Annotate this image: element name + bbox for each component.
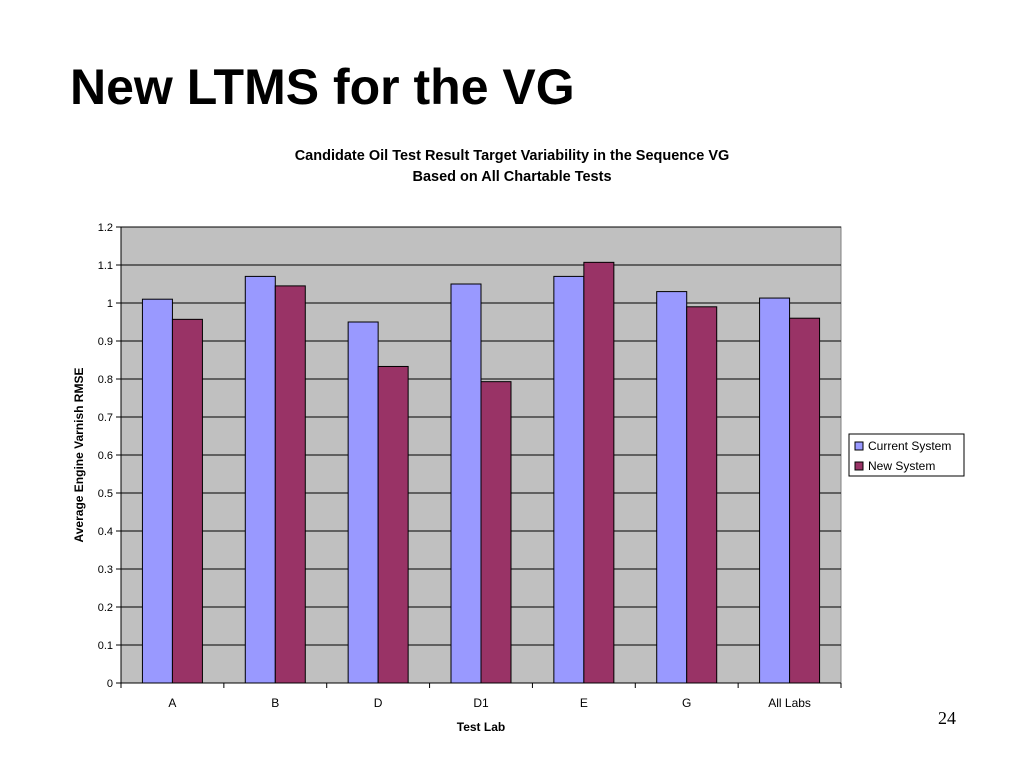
y-tick-label: 0.2	[98, 602, 113, 614]
y-tick-label: 0.1	[98, 640, 113, 652]
chart-title-line-2: Based on All Chartable Tests	[412, 169, 612, 185]
bar	[583, 261, 615, 684]
x-tick-label: A	[168, 696, 176, 710]
x-tick-label: G	[682, 696, 691, 710]
bar	[480, 381, 512, 684]
page-number: 24	[938, 708, 956, 728]
y-tick-label: 0	[107, 678, 113, 690]
chart-title-line-1: Candidate Oil Test Result Target Variabi…	[294, 148, 730, 164]
y-tick-label: 1.1	[98, 260, 113, 272]
bar	[759, 297, 791, 684]
y-tick-label: 0.9	[98, 336, 113, 348]
y-tick-label: 0.5	[98, 488, 113, 500]
legend-swatch	[854, 461, 864, 471]
x-tick-label: D	[374, 696, 383, 710]
legend-label: Current System	[868, 439, 951, 453]
x-tick-label: E	[580, 696, 588, 710]
y-axis-title: Average Engine Varnish RMSE	[72, 368, 86, 543]
bar	[171, 318, 203, 684]
bar	[450, 283, 482, 684]
legend-label: New System	[868, 459, 935, 473]
y-tick-label: 0.6	[98, 450, 113, 462]
bar	[686, 306, 718, 684]
y-tick-label: 0.3	[98, 564, 113, 576]
x-tick-label: D1	[473, 696, 489, 710]
y-tick-label: 0.4	[98, 526, 113, 538]
x-axis-title: Test Lab	[457, 720, 505, 734]
y-tick-label: 0.8	[98, 374, 113, 386]
chart-title: Candidate Oil Test Result Target Variabi…	[200, 146, 824, 188]
bar	[347, 321, 379, 684]
legend-swatch	[854, 441, 864, 451]
bar	[274, 285, 306, 684]
bar	[244, 275, 276, 684]
y-tick-label: 1	[107, 298, 113, 310]
bar	[377, 365, 409, 684]
bar	[553, 275, 585, 684]
legend	[848, 433, 965, 477]
slide-title: New LTMS for the VG	[70, 59, 575, 115]
bar	[141, 298, 173, 684]
y-tick-label: 1.2	[98, 222, 113, 234]
bar	[789, 317, 821, 684]
x-tick-label: All Labs	[768, 696, 811, 710]
y-tick-label: 0.7	[98, 412, 113, 424]
bar	[656, 291, 688, 684]
x-tick-label: B	[271, 696, 279, 710]
